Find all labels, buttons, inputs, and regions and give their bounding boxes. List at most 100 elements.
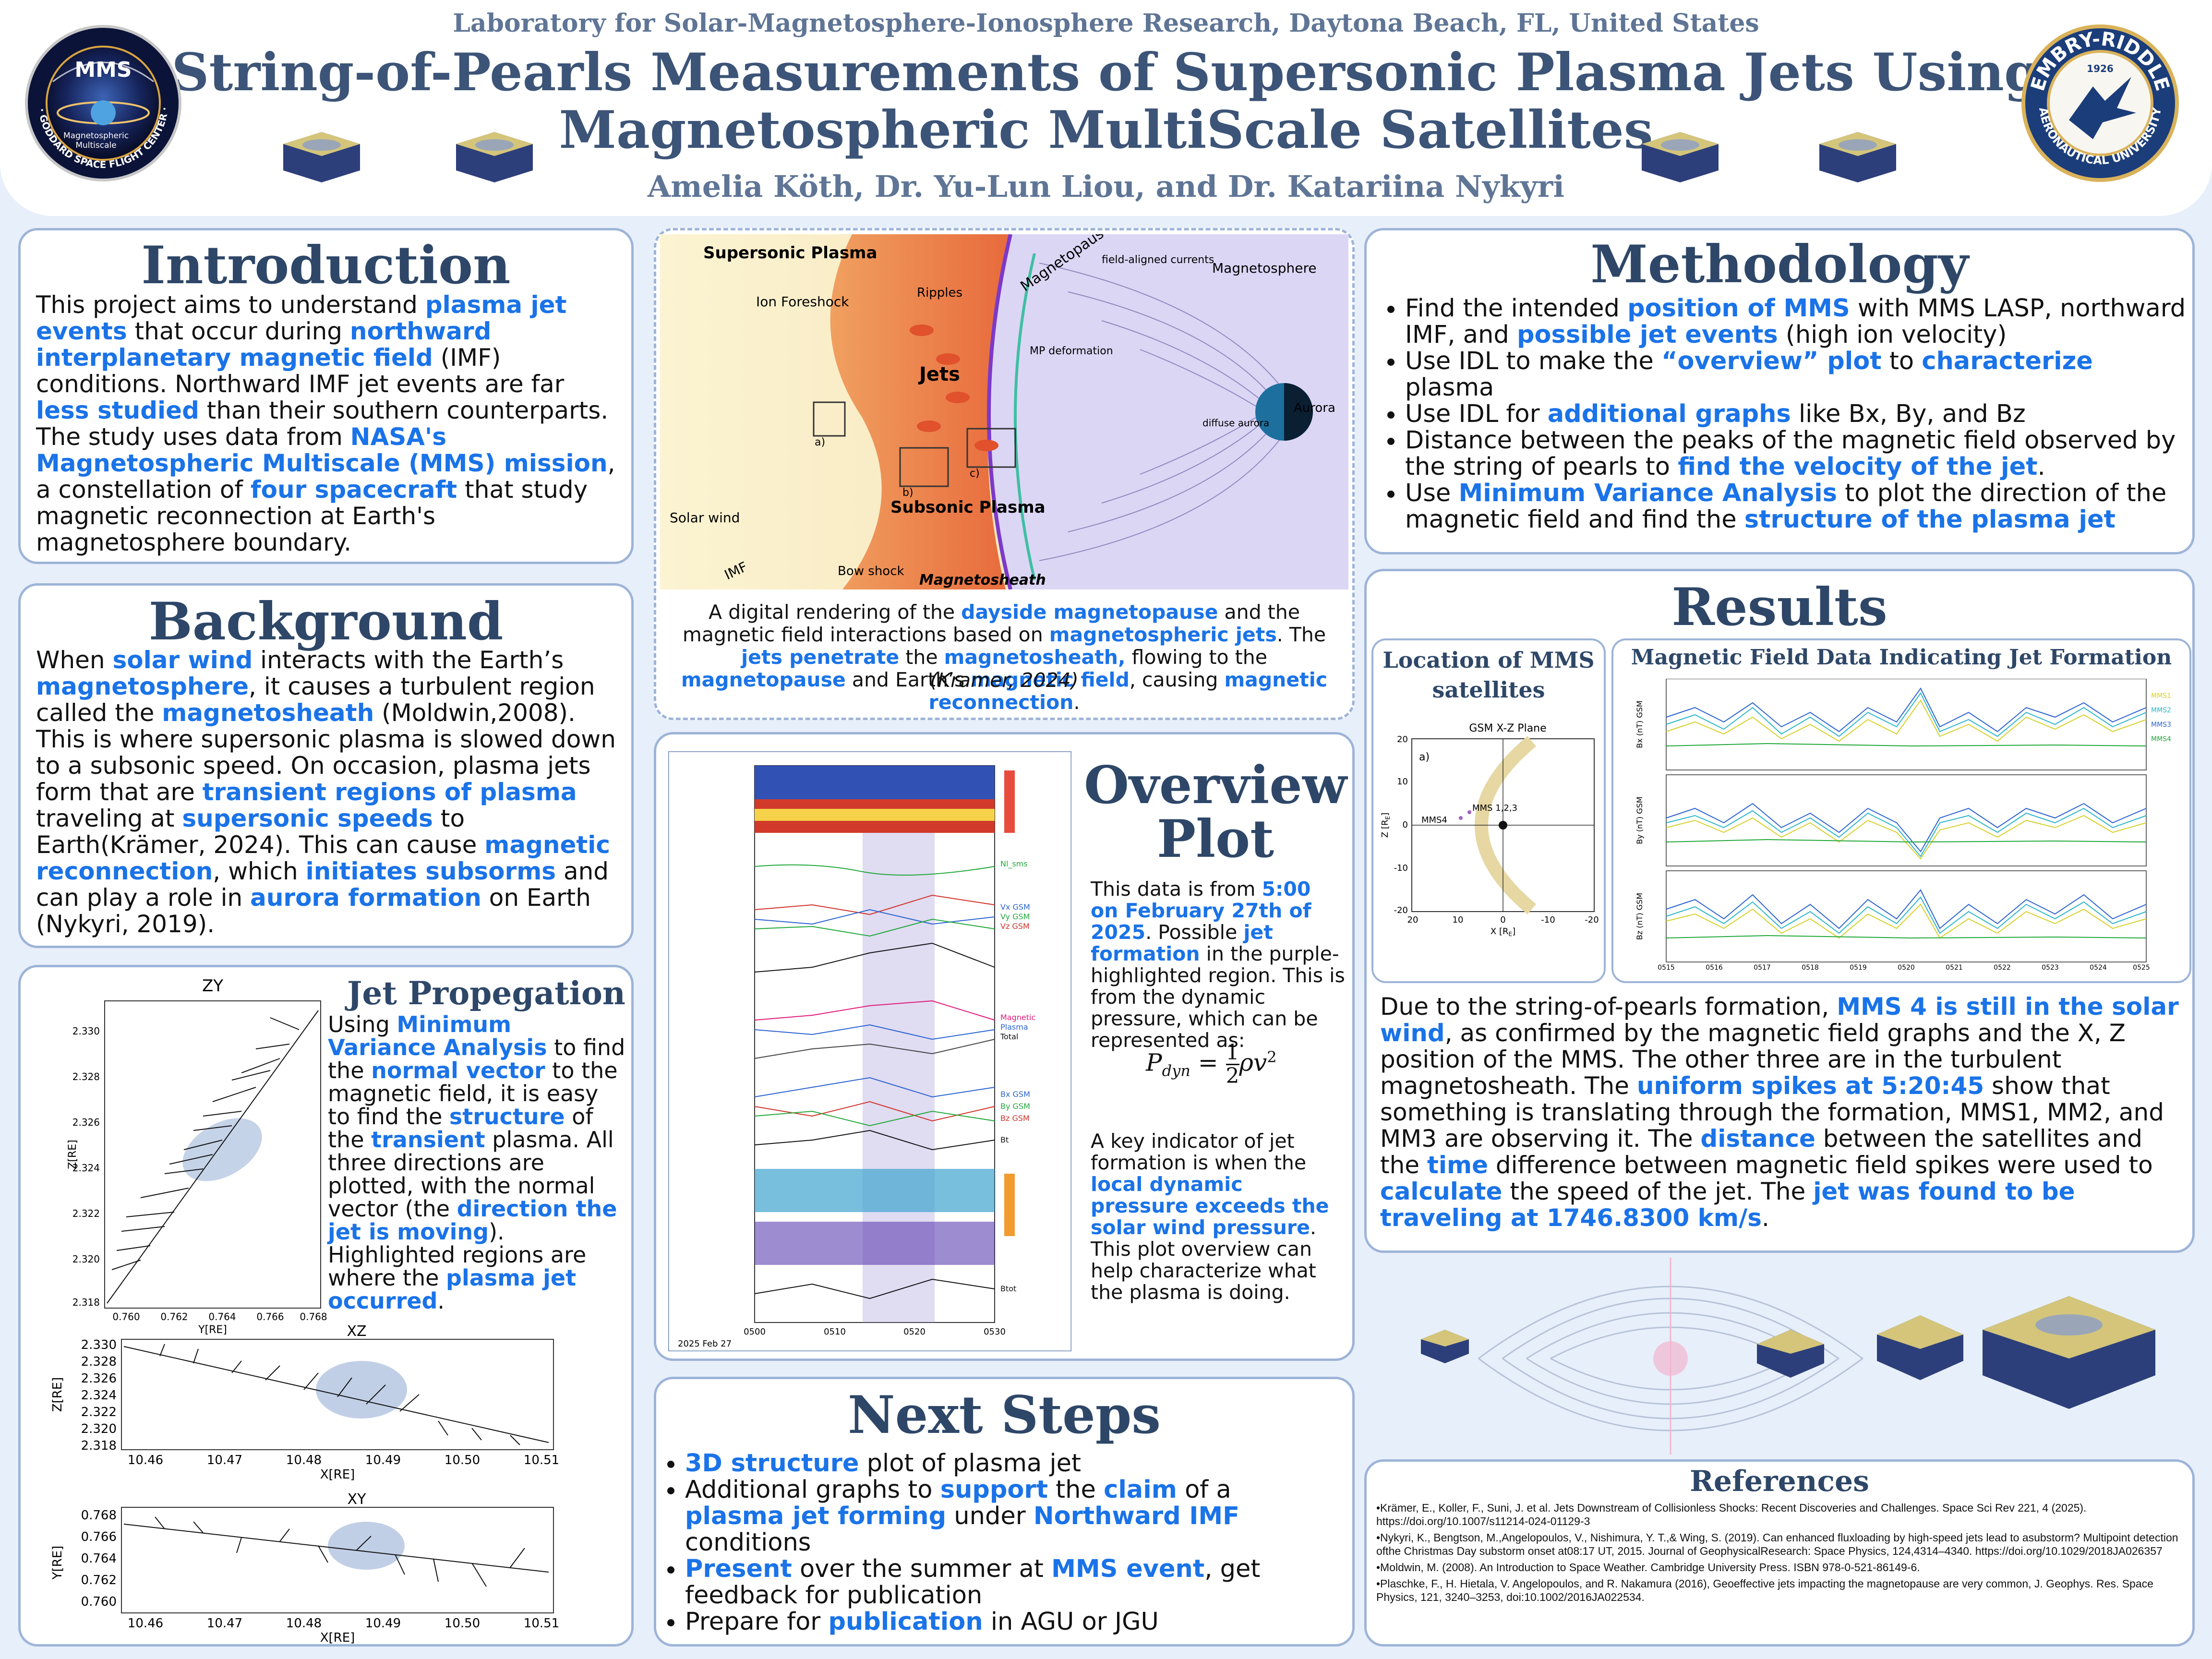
satellite-icon bbox=[446, 120, 542, 194]
overview-card: Nl_sms Vx GSM Vy GSM Vz GSM Magnetic Pla… bbox=[654, 732, 1355, 1361]
highlight-text: magnetosphere bbox=[36, 673, 249, 700]
body-text: on Earth (Nykyri, 2019). bbox=[36, 884, 591, 938]
zy-ytick: 2.320 bbox=[72, 1253, 100, 1265]
xz-ytick: 2.322 bbox=[81, 1405, 117, 1419]
zy-ytick: 2.322 bbox=[72, 1208, 100, 1219]
overview-time-tick: 0510 bbox=[824, 1327, 846, 1337]
magnetosphere-decoration bbox=[1421, 1258, 2155, 1455]
highlight-text: magnetic field bbox=[971, 668, 1130, 691]
body-text: to bbox=[1881, 347, 1922, 375]
satellite-icon bbox=[1877, 1315, 1963, 1380]
field-legend: MMS2 bbox=[2151, 707, 2171, 714]
highlight-text: normal vector bbox=[371, 1058, 545, 1083]
highlight-text: magnetospheric jets bbox=[1049, 623, 1277, 646]
body-text: This project aims to understand bbox=[36, 291, 425, 319]
body-text: . bbox=[437, 1288, 445, 1314]
highlight-text: supersonic speeds bbox=[182, 805, 433, 832]
body-text: Distance between the peaks of the magnet… bbox=[1405, 426, 2176, 481]
reference-item: •Krämer, E., Koller, F., Suni, J. et al.… bbox=[1376, 1502, 2087, 1527]
xy-xtick: 10.49 bbox=[365, 1616, 401, 1631]
highlight-text: structure bbox=[449, 1104, 565, 1130]
xy-ytick: 0.762 bbox=[81, 1573, 117, 1587]
list-item: Use Minimum Variance Analysis to plot th… bbox=[1405, 480, 2188, 533]
references-heading: References bbox=[1690, 1465, 1869, 1498]
highlight-text: Minimum Variance Analysis bbox=[1458, 479, 1838, 507]
mms4-label: MMS4 bbox=[1421, 815, 1447, 825]
body-text: A digital rendering of the bbox=[709, 601, 962, 624]
diagram-box-a: a) bbox=[815, 436, 825, 448]
bullet-list: Find the intended position of MMS with M… bbox=[1376, 295, 2188, 533]
list-item: Use IDL for additional graphs like Bx, B… bbox=[1405, 401, 2188, 427]
xz-xlabel: X[RE] bbox=[320, 1467, 355, 1481]
xy-plot-title: XY bbox=[348, 1491, 367, 1508]
body-text: . bbox=[1762, 1204, 1769, 1232]
diagram-label-field-aligned: field-aligned currents bbox=[1102, 254, 1214, 266]
mms-logo: MMS Magnetospheric Multiscale NASA · GOD… bbox=[19, 15, 182, 182]
results-heading: Results bbox=[1671, 577, 1887, 637]
field-time-tick: 0519 bbox=[1850, 964, 1867, 972]
list-item: Use IDL to make the “overview” plot to c… bbox=[1405, 348, 2188, 401]
field-title: Magnetic Field Data Indicating Jet Forma… bbox=[1631, 645, 2172, 670]
overview-legend: Bz GSM bbox=[1000, 1114, 1030, 1123]
field-time-tick: 0524 bbox=[2090, 964, 2107, 972]
reference-item: •Moldwin, M. (2008). An Introduction to … bbox=[1376, 1561, 1920, 1574]
body-text: . This plot overview can help characteri… bbox=[1091, 1216, 1316, 1304]
body-text: Use IDL for bbox=[1405, 400, 1548, 428]
body-text: plasma. All three directions are plotted… bbox=[328, 1127, 614, 1222]
body-text: to Earth(Krämer, 2024). This can cause bbox=[36, 805, 485, 859]
zy-plot: ZY 2.330 2.328 2.326 2.324 2.322 2.320 2… bbox=[67, 976, 327, 1336]
magnetopause-diagram: Supersonic Plasma Ion Foreshock Ripples … bbox=[660, 234, 1348, 589]
body-text: (high ion velocity) bbox=[1778, 321, 2007, 349]
body-text: ). Highlighted regions are where the bbox=[328, 1219, 587, 1291]
body-text: When bbox=[36, 646, 113, 674]
overview-text-1: This data is from 5:00 on February 27th … bbox=[1091, 878, 1345, 1051]
satellite-icon bbox=[1983, 1296, 2155, 1409]
xz-ytick: 2.320 bbox=[81, 1422, 117, 1436]
xy-ytick: 0.764 bbox=[81, 1551, 117, 1566]
body-text: conditions bbox=[685, 1528, 811, 1557]
location-xlabel: X [RE] bbox=[1491, 926, 1515, 938]
body-text: Find the intended bbox=[1405, 294, 1628, 323]
highlight-text: plasma jet forming bbox=[685, 1502, 947, 1530]
satellite-icon bbox=[1421, 1330, 1469, 1363]
list-item: Prepare for publication in AGU or JGU bbox=[685, 1609, 1338, 1635]
xz-ylabel: Z[RE] bbox=[50, 1377, 65, 1412]
jet-propagation-text: Using Minimum Variance Analysis to find … bbox=[328, 1013, 625, 1312]
formula-eq: = bbox=[1198, 1048, 1218, 1077]
body-text: interacts with the Earth’s bbox=[252, 646, 564, 674]
diagram-label-magnetosheath: Magnetosheath bbox=[919, 572, 1046, 589]
field-plot: Bx (nT) GSM By (nT) GSM Bz (nT) GSM MMS1… bbox=[1635, 679, 2171, 972]
overview-legend: Vx GSM bbox=[1000, 902, 1030, 912]
mms-logo-line2: Multiscale bbox=[75, 141, 116, 150]
location-title-line1: Location of MMS bbox=[1382, 647, 1595, 673]
zy-ylabel: Z[RE] bbox=[67, 1140, 79, 1169]
xy-xtick: 10.48 bbox=[286, 1616, 322, 1631]
body-text: Additional graphs to bbox=[685, 1476, 940, 1504]
overview-legend: Vy GSM bbox=[1000, 912, 1030, 921]
reference-item: •Nykyri, K., Bengtson, M.,Angelopoulos, … bbox=[1376, 1531, 2178, 1557]
diagram-label-jets: Jets bbox=[918, 363, 960, 385]
location-xtick: -20 bbox=[1585, 915, 1599, 925]
body-text: and can play a role in bbox=[36, 857, 609, 912]
body-text: to the magnetic field, it is easy to fin… bbox=[328, 1058, 618, 1130]
highlight-text: time bbox=[1427, 1151, 1489, 1179]
diagram-label-diffuse: diffuse aurora bbox=[1202, 417, 1269, 429]
body-text: of the bbox=[328, 1104, 593, 1153]
highlight-text: additional graphs bbox=[1547, 400, 1791, 428]
formula-den: 2 bbox=[1226, 1064, 1239, 1088]
background-text: When solar wind interacts with the Earth… bbox=[36, 647, 622, 938]
xy-plot: XY 0.768 0.766 0.764 0.762 0.760 10.46 1… bbox=[50, 1491, 559, 1644]
introduction-heading: Introduction bbox=[141, 235, 511, 296]
body-text: of a bbox=[1177, 1476, 1231, 1504]
body-text: plot of plasma jet bbox=[859, 1449, 1082, 1478]
diagram-label-aurora: Aurora bbox=[1294, 401, 1335, 415]
highlight-text: publication bbox=[828, 1608, 983, 1636]
list-item: Distance between the peaks of the magnet… bbox=[1405, 427, 2188, 480]
highlight-text: jets penetrate bbox=[741, 646, 900, 669]
location-ytick: -10 bbox=[1394, 863, 1408, 873]
overview-plot: Nl_sms Vx GSM Vy GSM Vz GSM Magnetic Pla… bbox=[668, 751, 1071, 1351]
embry-riddle-logo-year: 1926 bbox=[2087, 63, 2114, 74]
body-text: , it causes a turbulent region called th… bbox=[36, 673, 595, 727]
overview-legend: Total bbox=[1000, 1032, 1018, 1041]
highlight-text: plasma jet occurred bbox=[328, 1265, 577, 1314]
